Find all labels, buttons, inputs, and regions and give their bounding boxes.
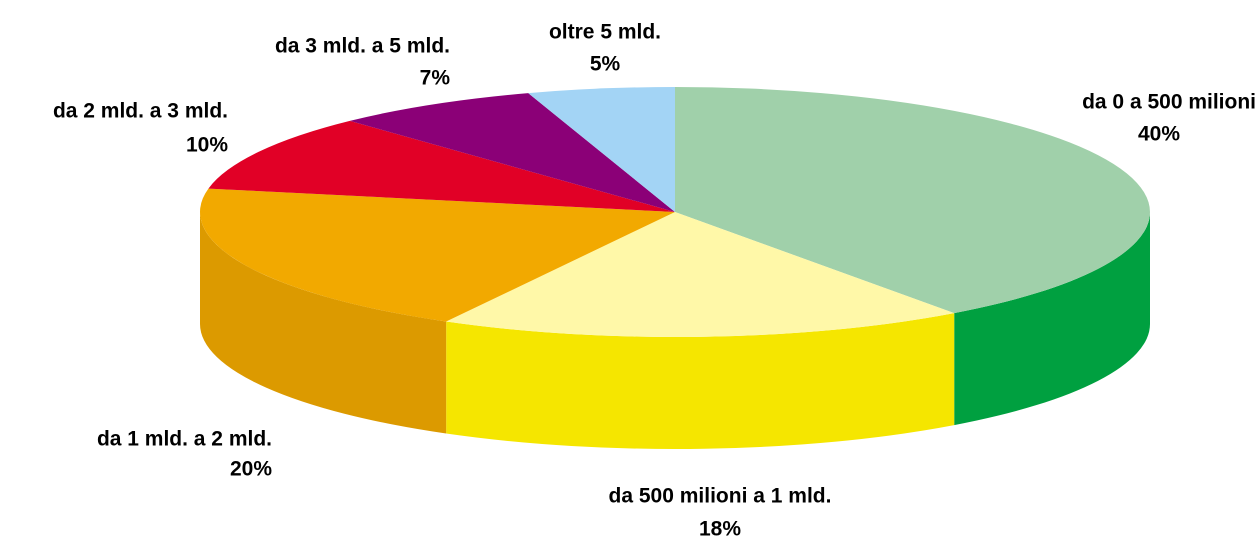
- slice-label: da 0 a 500 milioni: [1082, 91, 1256, 114]
- pie-slice: [675, 87, 1150, 314]
- pie-side: [954, 212, 1150, 426]
- pie-slice: [528, 87, 675, 212]
- pie-side: [446, 313, 955, 449]
- pie-slice: [200, 188, 675, 322]
- slice-value-label: 5%: [590, 53, 621, 76]
- slice-value-label: 18%: [699, 518, 741, 541]
- slice-label: da 1 mld. a 2 mld.: [97, 428, 272, 451]
- slice-value-label: 10%: [186, 134, 228, 157]
- pie-side: [200, 212, 447, 434]
- slice-label: da 500 milioni a 1 mld.: [609, 485, 832, 508]
- slice-label: oltre 5 mld.: [549, 21, 661, 44]
- slice-value-label: 7%: [420, 67, 451, 90]
- slice-label: da 3 mld. a 5 mld.: [275, 35, 450, 58]
- slice-label: da 2 mld. a 3 mld.: [53, 100, 228, 123]
- slice-value-label: 40%: [1138, 123, 1180, 146]
- pie-slice: [208, 120, 675, 212]
- pie-slice: [349, 93, 675, 212]
- slice-value-label: 20%: [230, 458, 272, 481]
- pie-slice: [446, 212, 955, 337]
